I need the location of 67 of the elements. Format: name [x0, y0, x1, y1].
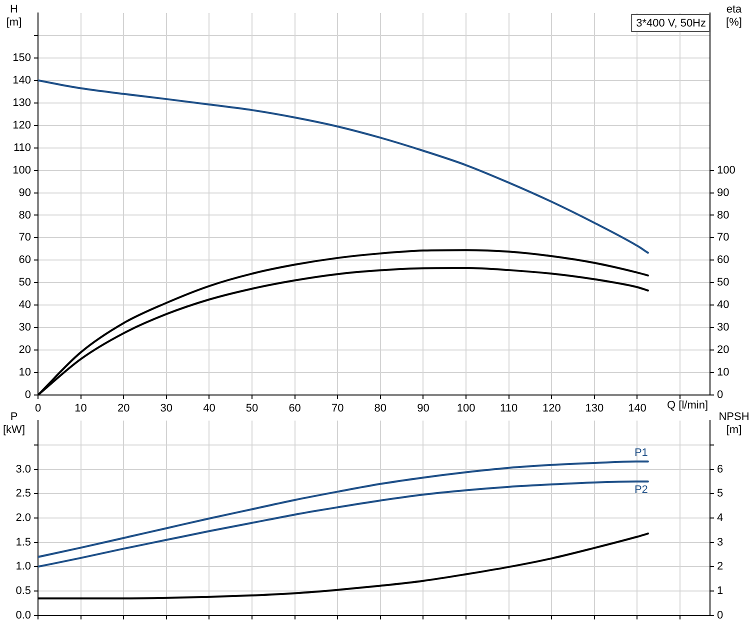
- y2-tick-label: 40: [717, 299, 730, 312]
- x-tick-label: 50: [246, 402, 258, 415]
- y-tick-label: 100: [12, 164, 31, 176]
- y2-tick-label: 70: [717, 232, 730, 244]
- x-tick-label: 40: [203, 402, 216, 415]
- y-tick-label: 140: [12, 74, 31, 86]
- y2-tick-label: 4: [717, 512, 724, 524]
- y-axis-title: P [kW]: [3, 411, 25, 436]
- y-tick-label: 120: [12, 119, 31, 132]
- y-axis-title: H [m]: [6, 4, 22, 29]
- y-tick-label: 60: [18, 254, 31, 266]
- y-tick-label: 2.0: [16, 512, 31, 524]
- y2-tick-label: 100: [717, 164, 736, 176]
- y2-tick-label: 10: [717, 366, 730, 379]
- series-label: P1: [634, 447, 648, 460]
- y2-tick-label: 1: [717, 585, 724, 598]
- y-tick-label: 80: [18, 209, 31, 222]
- x-tick-label: 120: [542, 402, 561, 415]
- y2-tick-label: 90: [717, 186, 730, 199]
- y2-tick-label: 2: [717, 560, 724, 573]
- line-series: [38, 79, 649, 254]
- y-tick-label: 110: [13, 142, 31, 154]
- x-tick-label: 10: [74, 402, 87, 415]
- y2-tick-label: 30: [717, 322, 730, 334]
- y2-tick-label: 50: [717, 276, 730, 289]
- y-tick-label: 1.5: [16, 536, 31, 548]
- series-label: P2: [634, 484, 648, 496]
- y2-tick-label: 0: [717, 609, 724, 622]
- y-tick-label: 20: [18, 344, 31, 356]
- x-tick-label: 90: [417, 402, 430, 415]
- x-tick-label: 130: [585, 402, 604, 415]
- x-tick-label: 30: [160, 402, 173, 415]
- line-series: [38, 480, 649, 568]
- y-tick-label: 0.5: [16, 585, 31, 598]
- x-tick-label: 0: [34, 402, 42, 415]
- y-tick-label: 130: [12, 96, 31, 109]
- x-tick-label: 140: [628, 402, 646, 415]
- y2-tick-label: 6: [717, 463, 724, 476]
- y-tick-label: 50: [18, 276, 31, 289]
- y-tick-label: 2.5: [16, 488, 31, 500]
- x-tick-label: 110: [500, 402, 518, 415]
- y-tick-label: 1.0: [16, 560, 31, 573]
- y2-tick-label: 20: [717, 344, 730, 356]
- y-tick-label: 70: [18, 232, 31, 244]
- x-axis-title: Q [l/min]: [667, 400, 708, 412]
- x-tick-label: 80: [374, 402, 387, 415]
- x-tick-label: 100: [456, 402, 476, 415]
- y-tick-label: 10: [18, 366, 31, 379]
- y2-axis-title: eta [%]: [726, 4, 743, 29]
- line-series: [38, 460, 649, 558]
- y2-tick-label: 60: [717, 254, 730, 266]
- y2-tick-label: 3: [717, 536, 724, 548]
- y2-tick-label: 0: [717, 389, 724, 402]
- y2-tick-label: 80: [717, 209, 730, 222]
- x-tick-label: 60: [288, 402, 301, 415]
- y-tick-label: 90: [18, 186, 31, 199]
- y-tick-label: 0.0: [16, 609, 31, 622]
- y-tick-label: 150: [12, 52, 31, 64]
- y-tick-label: 3.0: [16, 463, 31, 476]
- y2-axis-title: NPSH [m]: [718, 411, 750, 436]
- x-tick-label: 20: [117, 402, 130, 415]
- y-tick-label: 30: [18, 322, 31, 334]
- y2-tick-label: 5: [717, 488, 724, 500]
- chart-title: 3*400 V, 50Hz: [636, 18, 706, 30]
- y-tick-label: 0: [24, 389, 31, 402]
- y-tick-label: 40: [18, 299, 31, 312]
- x-tick-label: 70: [331, 402, 344, 415]
